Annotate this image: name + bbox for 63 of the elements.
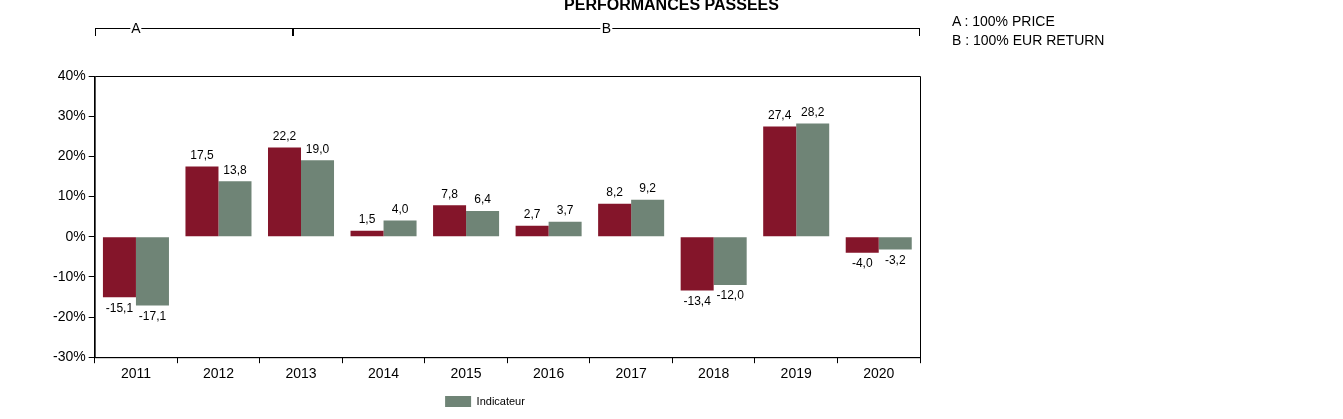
- data-label: -15,1: [105, 300, 134, 315]
- bar: [713, 237, 747, 285]
- data-label: 17,5: [190, 147, 214, 162]
- bar: [102, 237, 136, 298]
- data-label: 6,4: [474, 192, 492, 207]
- legend-label: Indicateur: [476, 394, 526, 407]
- y-tick-label: 10%: [57, 187, 86, 204]
- period-bracket: A: [94, 22, 293, 36]
- bar: [301, 160, 335, 237]
- y-tick-label: 40%: [57, 66, 86, 83]
- data-label: -17,1: [138, 308, 167, 323]
- y-tick-label: 30%: [57, 107, 86, 124]
- data-label: 3,7: [556, 203, 574, 218]
- x-tick-label: 2014: [367, 365, 400, 382]
- data-label: -4,0: [851, 256, 873, 271]
- data-label: 27,4: [768, 107, 792, 122]
- x-tick-label: 2013: [285, 365, 317, 382]
- bar: [598, 203, 632, 237]
- text: A : 100% PRICE: [952, 12, 1056, 31]
- data-label: 22,2: [272, 128, 297, 143]
- bar: [631, 199, 665, 237]
- bar: [845, 237, 879, 253]
- data-label: 28,2: [801, 104, 825, 119]
- bar: [466, 210, 500, 237]
- data-label: 8,2: [606, 185, 624, 200]
- data-label: -3,2: [884, 252, 906, 267]
- bar: [135, 237, 169, 306]
- bar: [680, 237, 714, 291]
- y-tick-label: -20%: [53, 307, 86, 324]
- x-tick-label: 2020: [863, 365, 895, 382]
- x-tick-label: 2015: [450, 365, 482, 382]
- data-label: -13,4: [683, 293, 712, 308]
- x-tick-label: 2016: [533, 365, 565, 382]
- bar: [350, 230, 384, 237]
- period-bracket: B: [293, 22, 920, 36]
- x-tick-label: 2017: [615, 365, 647, 382]
- x-tick-label: 2019: [780, 365, 812, 382]
- data-label: 2,7: [523, 207, 541, 222]
- bar: [268, 147, 302, 237]
- data-label: -12,0: [716, 288, 745, 303]
- bar: [878, 237, 912, 250]
- bar: [433, 205, 467, 237]
- data-label: 1,5: [358, 211, 376, 226]
- data-label: 9,2: [639, 181, 657, 196]
- y-tick-label: -10%: [53, 267, 86, 284]
- bar: [218, 181, 252, 237]
- bar: [763, 126, 797, 237]
- data-label: 13,8: [223, 162, 247, 177]
- x-tick-label: 2018: [698, 365, 730, 382]
- bar: [796, 123, 830, 237]
- y-tick-label: 20%: [57, 147, 86, 164]
- x-tick-label: 2011: [120, 365, 152, 382]
- data-label: 7,8: [441, 186, 459, 201]
- text: B : 100% EUR RETURN: [952, 31, 1105, 50]
- bar: [185, 166, 219, 237]
- bar: [383, 220, 417, 237]
- data-label: 19,0: [305, 141, 330, 156]
- bar: [548, 221, 582, 237]
- data-label: 4,0: [391, 201, 409, 216]
- bar: [515, 225, 549, 237]
- y-tick-label: -30%: [53, 348, 86, 365]
- x-tick-label: 2012: [202, 365, 235, 382]
- y-tick-label: 0%: [65, 227, 86, 244]
